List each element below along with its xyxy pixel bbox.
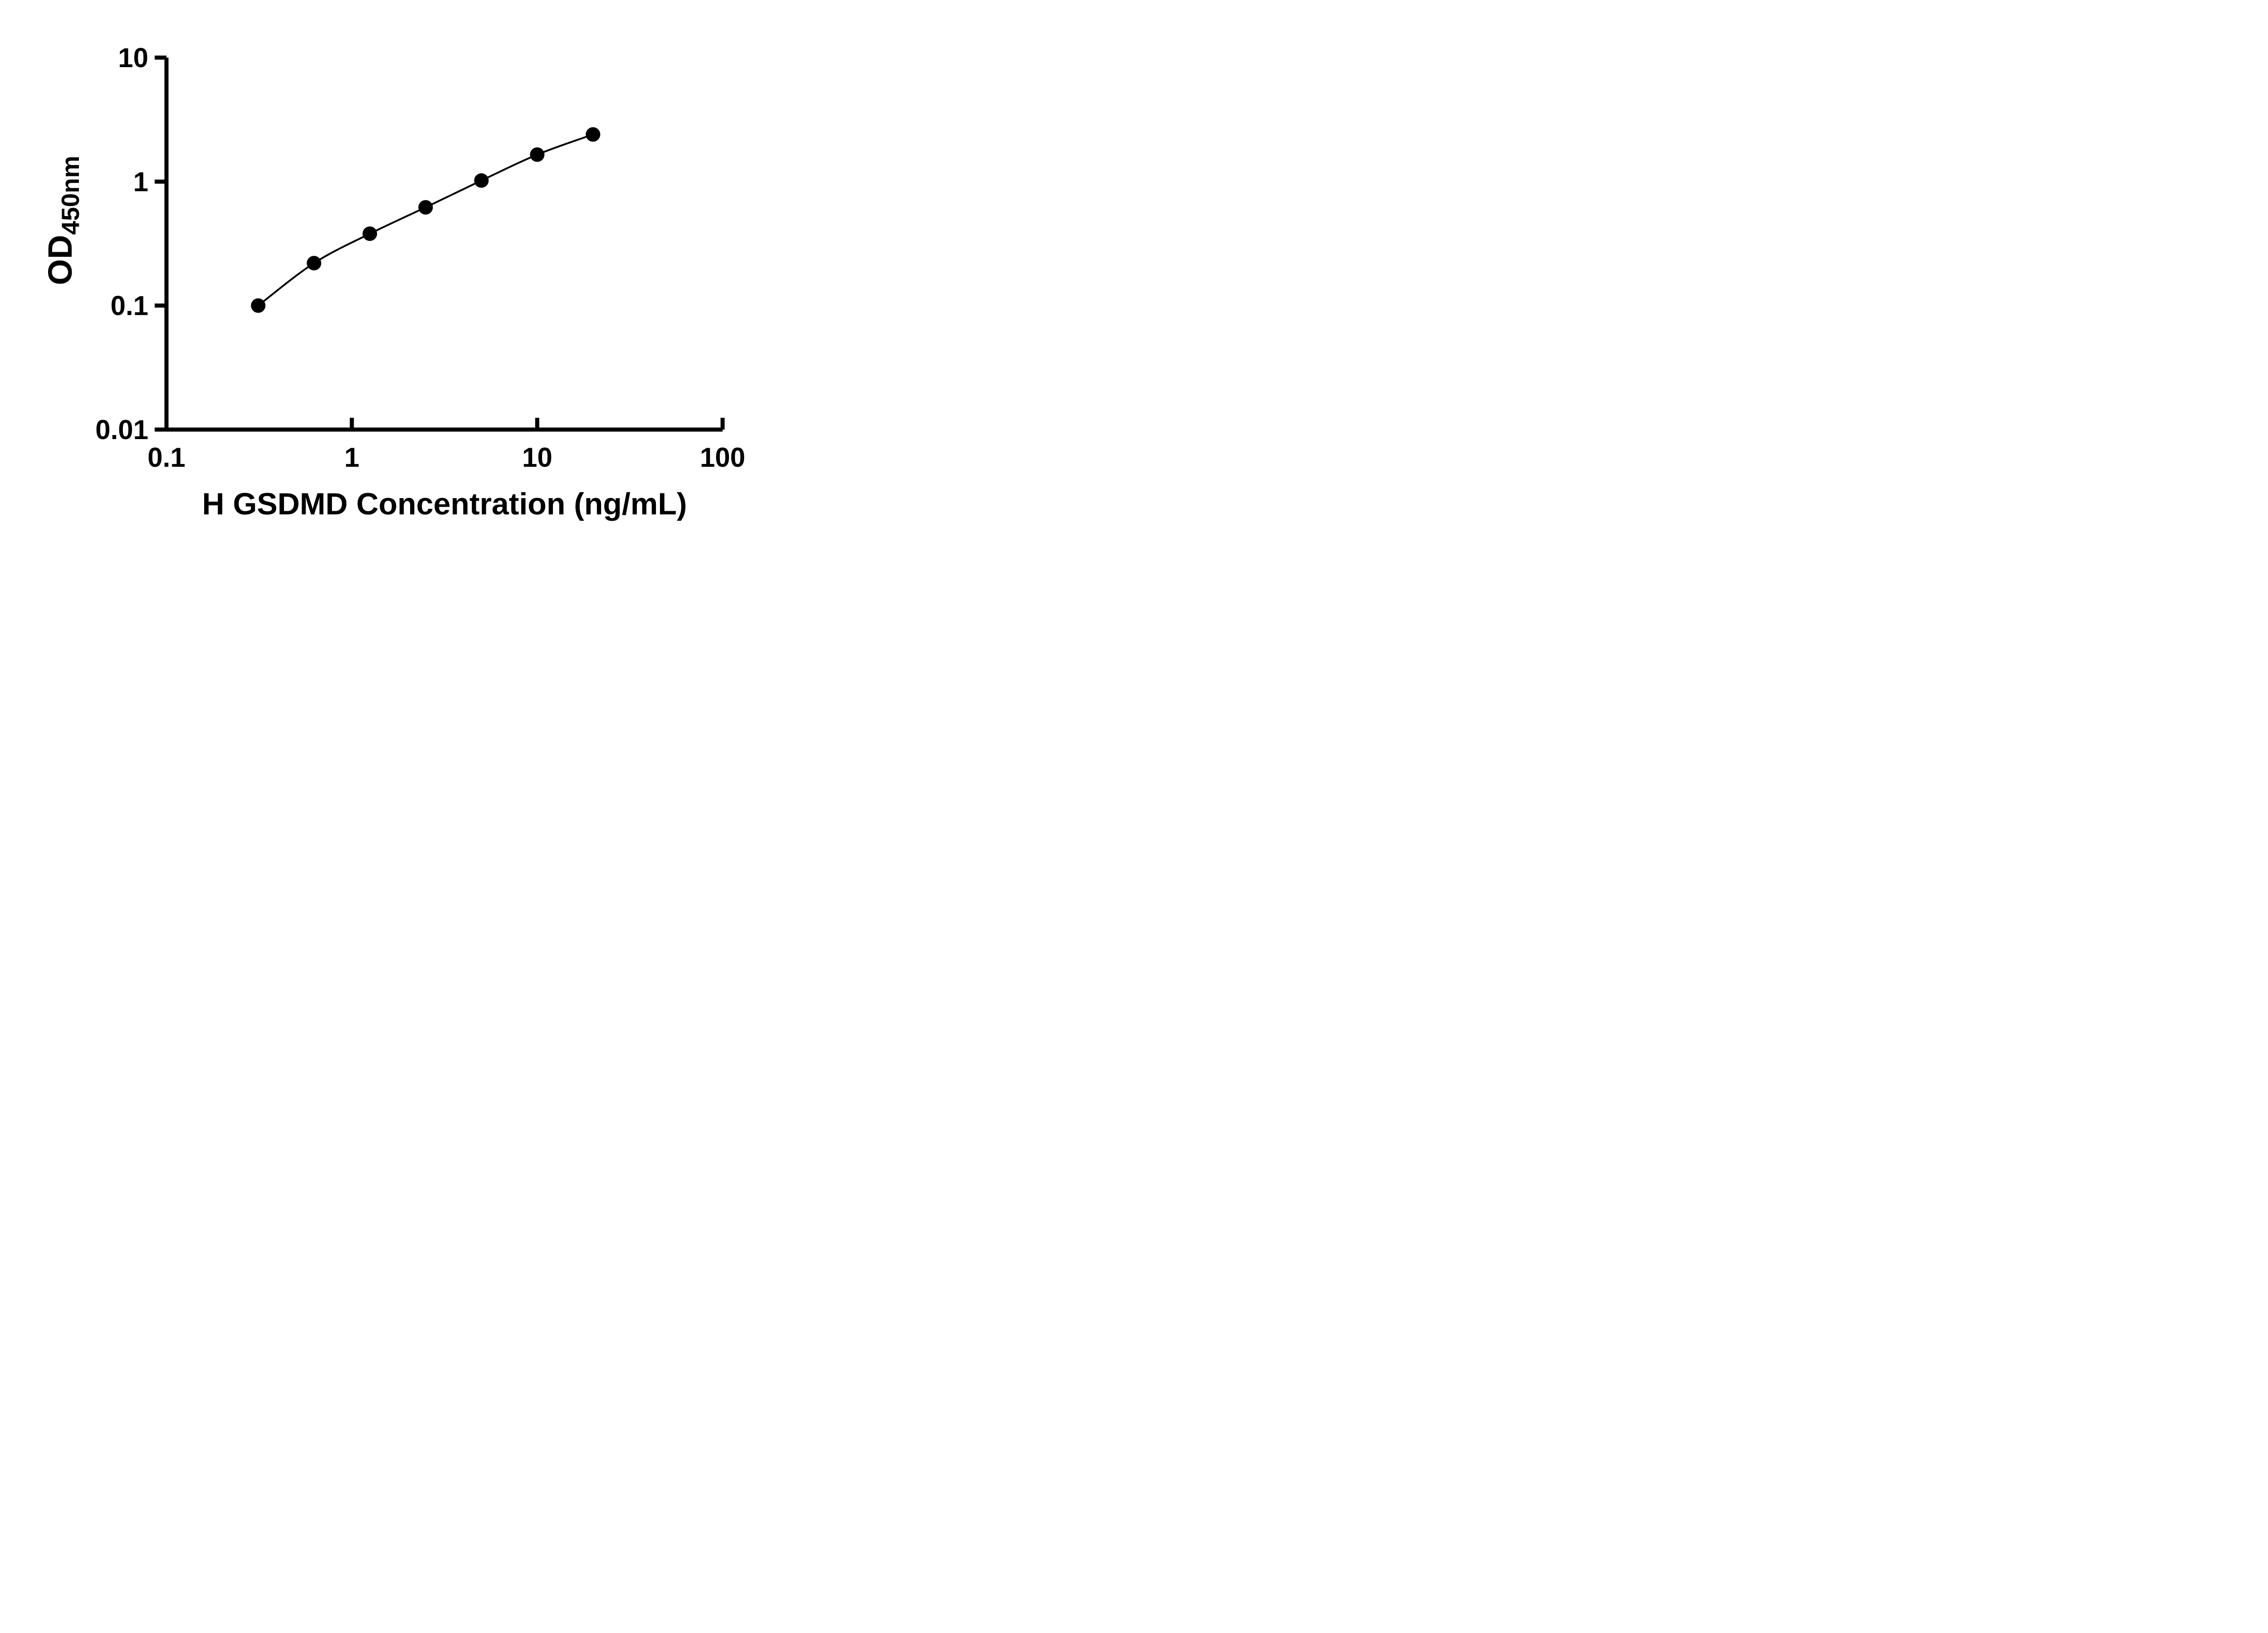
data-point-marker	[586, 127, 601, 142]
y-axis-title-main: OD	[41, 235, 79, 285]
x-axis-tick-label: 1	[344, 442, 359, 473]
page: { "page": { "background_color": "#ffffff…	[0, 7, 2268, 552]
x-axis-title: H GSDMD Concentration (ng/mL)	[202, 487, 687, 521]
x-axis-tick-label: 100	[700, 442, 745, 473]
elisa-standard-curve-chart: 0.01 0.1 1 10 0.1 1 10 100 H GSDMD Concentration…	[18, 7, 796, 552]
y-axis-tick-label: 1	[133, 166, 148, 197]
data-point-marker	[530, 147, 545, 162]
y-axis-title: OD450nm	[41, 156, 84, 285]
data-point-marker	[362, 226, 377, 241]
y-axis-title-subscript: 450nm	[56, 156, 84, 235]
data-point-marker	[474, 173, 489, 188]
x-axis-tick-label: 0.1	[147, 442, 185, 473]
chart-plot-area: 0.01 0.1 1 10 0.1 1 10 100 H GSDMD Concentration…	[18, 7, 796, 552]
y-axis-tick-label: 0.1	[111, 291, 148, 321]
y-axis-tick-label: 10	[118, 43, 148, 73]
data-point-marker	[418, 200, 433, 215]
y-axis-tick-label: 0.01	[95, 415, 148, 445]
data-point-marker	[251, 298, 266, 313]
data-point-marker	[307, 256, 322, 271]
chart-background	[18, 7, 796, 552]
x-axis-tick-label: 10	[522, 442, 552, 473]
